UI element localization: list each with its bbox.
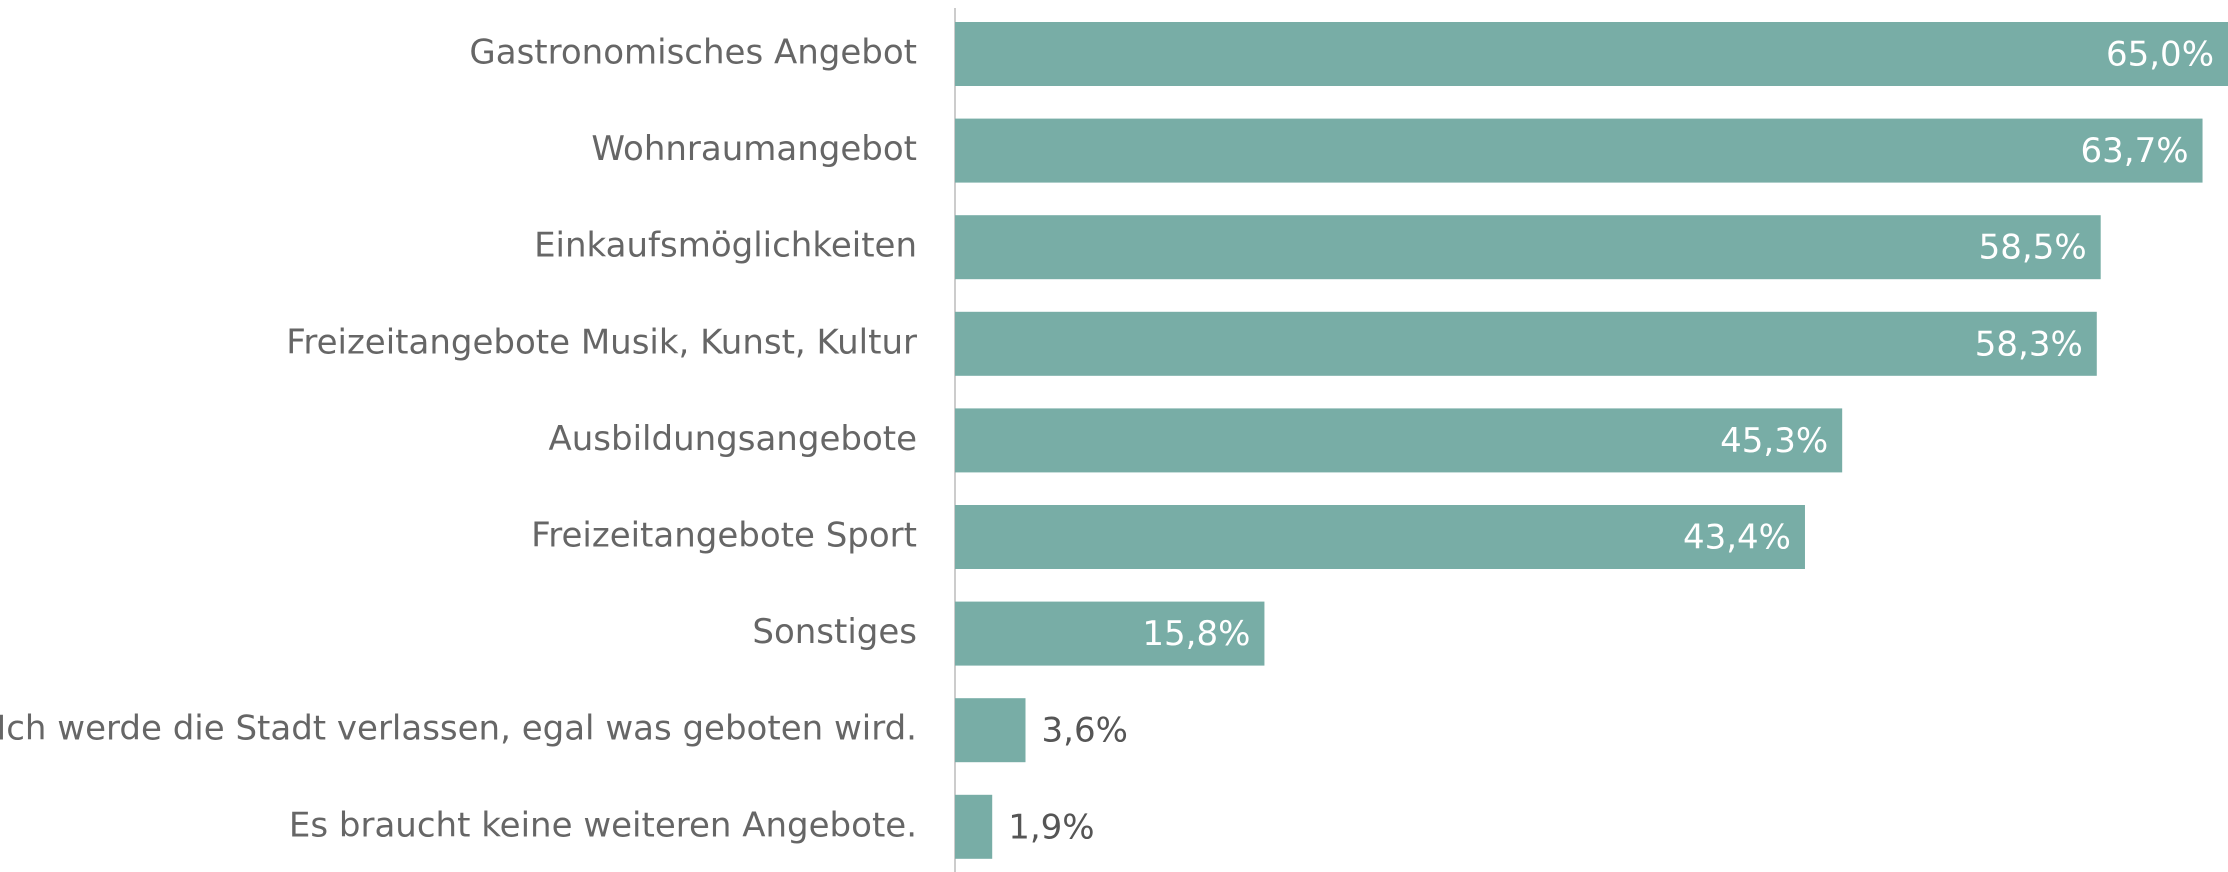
category-label: Sonstiges [752, 612, 917, 652]
value-label: 65,0% [2106, 35, 2214, 75]
value-label: 1,9% [1008, 807, 1094, 847]
value-label: 3,6% [1042, 711, 1128, 751]
value-label: 58,3% [1975, 324, 2083, 364]
bar [955, 601, 1265, 666]
bar [955, 118, 2203, 183]
value-label: 63,7% [2081, 131, 2189, 171]
bar [955, 311, 2097, 376]
bar [955, 22, 2228, 86]
bar [955, 794, 993, 859]
category-label: Gastronomisches Angebot [469, 33, 917, 73]
category-label: Einkaufsmöglichkeiten [534, 226, 917, 266]
value-label: 58,5% [1979, 228, 2087, 268]
category-label: Freizeitangebote Sport [531, 516, 917, 556]
value-label: 45,3% [1720, 421, 1828, 461]
category-label: Wohnraumangebot [591, 129, 917, 169]
bar [955, 505, 1805, 569]
category-label: Ausbildungsangebote [549, 419, 918, 459]
bar [955, 698, 1026, 763]
bar [955, 408, 1843, 473]
value-label: 15,8% [1142, 614, 1250, 654]
value-label: 43,4% [1683, 518, 1791, 558]
category-label: Freizeitangebote Musik, Kunst, Kultur [286, 322, 917, 362]
category-label: Es braucht keine weiteren Angebote. [289, 805, 917, 845]
category-label: Ich werde die Stadt verlassen, egal was … [0, 709, 917, 749]
bar [955, 215, 2101, 280]
